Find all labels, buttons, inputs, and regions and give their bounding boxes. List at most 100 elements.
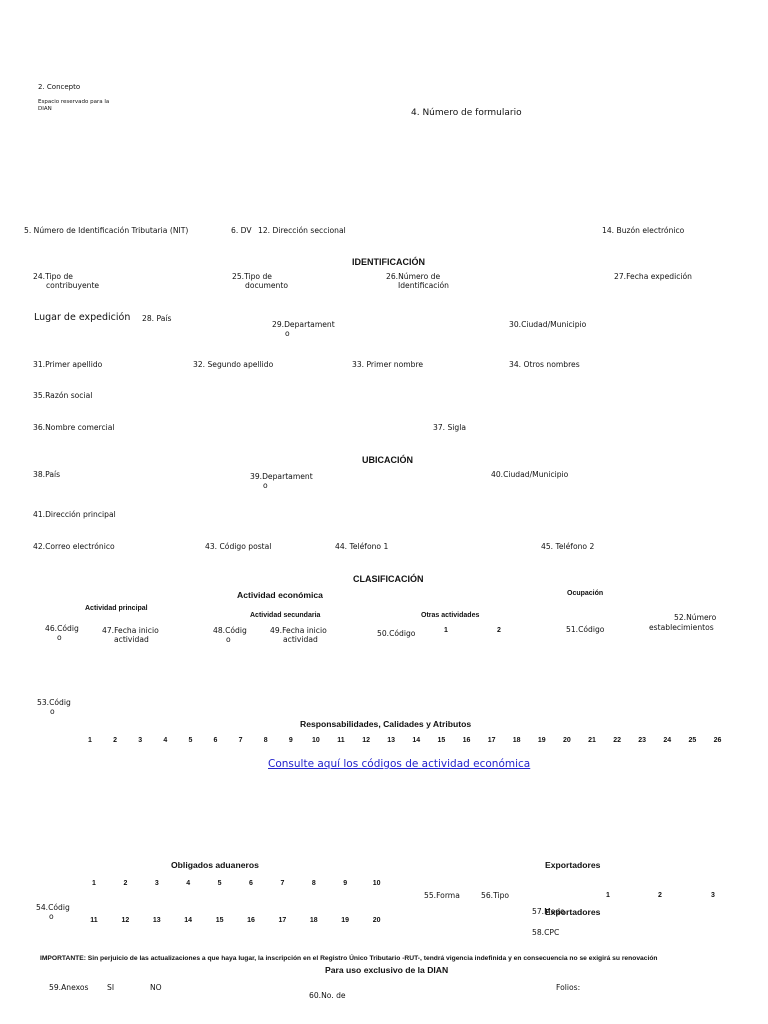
primer-apellido-label: 31.Primer apellido	[33, 360, 103, 369]
cpc-label: 58.CPC	[532, 928, 560, 937]
nombre-comercial-label: 36.Nombre comercial	[33, 423, 115, 432]
departamento-label-2: o	[285, 329, 290, 338]
ciudad-label: 30.Ciudad/Municipio	[509, 320, 587, 329]
aduanero-number-8: 8	[311, 880, 316, 887]
reserved-space-label-1: Espacio reservado para la	[38, 99, 110, 105]
responsabilidad-number-15: 15	[437, 737, 446, 744]
responsabilidad-number-1: 1	[88, 737, 92, 744]
fecha47-label-1: 47.Fecha inicio	[102, 626, 159, 635]
responsabilidad-number-11: 11	[337, 737, 345, 744]
uso-exclusivo-title: Para uso exclusivo de la DIAN	[325, 965, 449, 975]
tipo-documento-label-1: 25.Tipo de	[232, 272, 272, 281]
responsabilidad-number-9: 9	[288, 737, 293, 744]
aduanero-number-2: 2	[123, 880, 128, 887]
responsabilidad-number-8: 8	[263, 737, 268, 744]
tipo-documento-label-2: documento	[245, 281, 288, 290]
responsabilidad-number-23: 23	[638, 737, 647, 744]
anexos-no: NO	[150, 983, 162, 992]
responsabilidad-number-5: 5	[188, 737, 193, 744]
codigo48-label-1: 48.Códig	[213, 626, 247, 635]
numero-establecimientos-label-2: establecimientos	[649, 623, 714, 632]
actividad-principal-label: Actividad principal	[85, 605, 148, 612]
codigo51-label: 51.Código	[566, 625, 605, 634]
codigo-postal-label: 43. Código postal	[205, 542, 272, 551]
obligados-aduaneros-title: Obligados aduaneros	[171, 860, 259, 870]
buzon-label: 14. Buzón electrónico	[602, 226, 685, 235]
forma-label: 55.Forma	[424, 891, 460, 900]
actividad-economica-codes-link[interactable]: Consulte aquí los códigos de actividad e…	[268, 758, 531, 770]
ubicacion-pais-label: 38.País	[33, 470, 61, 479]
actividad-economica-label: Actividad económica	[237, 590, 323, 600]
aduanero-number-7: 7	[280, 880, 285, 887]
responsabilidad-number-12: 12	[362, 737, 370, 744]
codigo48-label-2: o	[226, 635, 231, 644]
codigo54-label-1: 54.Códig	[36, 903, 70, 912]
responsabilidad-number-18: 18	[512, 737, 521, 744]
codigo54-label-2: o	[49, 912, 54, 921]
otras-actividades-1: 1	[444, 627, 448, 634]
responsabilidad-number-7: 7	[238, 737, 243, 744]
ubicacion-departamento-label-2: o	[263, 481, 268, 490]
telefono2-label: 45. Teléfono 2	[541, 542, 595, 551]
aduanero-number-6: 6	[249, 880, 253, 887]
fecha49-label-1: 49.Fecha inicio	[270, 626, 327, 635]
exportadores-title: Exportadores	[545, 860, 601, 870]
identificacion-title: IDENTIFICACIÓN	[352, 257, 425, 267]
fecha-expedicion-label: 27.Fecha expedición	[614, 272, 692, 281]
responsabilidad-number-13: 13	[387, 737, 396, 744]
ubicacion-departamento-label-1: 39.Departament	[250, 472, 313, 481]
ubicacion-ciudad-label: 40.Ciudad/Municipio	[491, 470, 569, 479]
otros-nombres-label: 34. Otros nombres	[509, 360, 580, 369]
anexos-si: SI	[107, 983, 115, 992]
direccion-seccional-label: 12. Dirección seccional	[258, 226, 346, 235]
clasificacion-title: CLASIFICACIÓN	[353, 574, 424, 584]
telefono1-label: 44. Teléfono 1	[335, 542, 389, 551]
numero-identificacion-label-1: 26.Número de	[386, 272, 441, 281]
responsabilidad-number-16: 16	[462, 737, 471, 744]
aduanero-number-4: 4	[186, 880, 191, 887]
aduanero-number-12: 12	[121, 917, 130, 924]
codigo53-label-1: 53.Códig	[37, 698, 71, 707]
responsabilidad-number-26: 26	[713, 737, 722, 744]
responsabilidad-number-3: 3	[138, 737, 143, 744]
aduanero-number-16: 16	[247, 917, 255, 924]
aduanero-number-5: 5	[217, 880, 222, 887]
correo-label: 42.Correo electrónico	[33, 542, 115, 551]
anexos-label: 59.Anexos	[49, 983, 89, 992]
exportadores-1: 1	[606, 892, 610, 899]
departamento-label-1: 29.Departament	[272, 320, 335, 329]
aduanero-number-18: 18	[309, 917, 318, 924]
ocupacion-label: Ocupación	[567, 590, 604, 597]
reserved-space-label-2: DIAN	[38, 106, 52, 112]
aduanero-number-13: 13	[152, 917, 161, 924]
no-de-label: 60.No. de	[309, 991, 346, 1000]
aduanero-number-10: 10	[372, 880, 381, 887]
sigla-label: 37. Sigla	[433, 423, 467, 432]
responsabilidad-number-25: 25	[688, 737, 697, 744]
modo-label: 57.Modo	[532, 907, 565, 916]
responsabilidad-number-21: 21	[588, 737, 596, 744]
fecha47-label-2: actividad	[114, 635, 149, 644]
responsabilidad-number-24: 24	[663, 737, 672, 744]
razon-social-label: 35.Razón social	[33, 391, 93, 400]
exportadores-2: 2	[658, 892, 662, 899]
codigo46-label-1: 46.Códig	[45, 624, 79, 633]
otras-actividades-2: 2	[497, 627, 501, 634]
aduanero-number-14: 14	[184, 917, 193, 924]
segundo-apellido-label: 32. Segundo apellido	[193, 360, 274, 369]
dv-label: 6. DV	[231, 226, 252, 235]
concepto-label: 2. Concepto	[38, 83, 81, 91]
codigo46-label-2: o	[57, 633, 62, 642]
responsabilidad-number-19: 19	[537, 737, 546, 744]
fecha49-label-2: actividad	[283, 635, 318, 644]
direccion-principal-label: 41.Dirección principal	[33, 510, 116, 519]
aduanero-number-3: 3	[154, 880, 159, 887]
responsabilidad-number-6: 6	[213, 737, 218, 744]
responsabilidad-number-17: 17	[487, 737, 496, 744]
form-number-label: 4. Número de formulario	[411, 108, 522, 118]
folios-label: Folios:	[556, 983, 581, 992]
actividad-secundaria-label: Actividad secundaria	[250, 612, 321, 619]
numero-identificacion-label-2: Identificación	[398, 281, 449, 290]
aduanero-number-15: 15	[215, 917, 224, 924]
aduanero-number-17: 17	[278, 917, 287, 924]
